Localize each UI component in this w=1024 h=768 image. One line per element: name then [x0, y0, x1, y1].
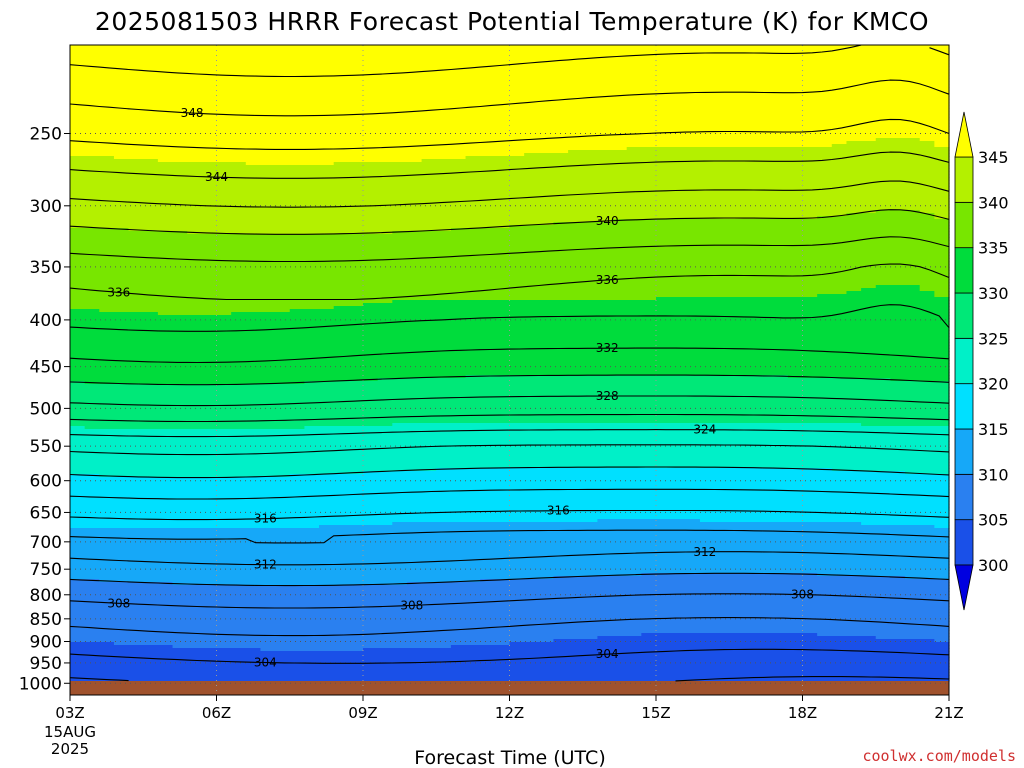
chart-title: 2025081503 HRRR Forecast Potential Tempe…: [95, 7, 929, 36]
